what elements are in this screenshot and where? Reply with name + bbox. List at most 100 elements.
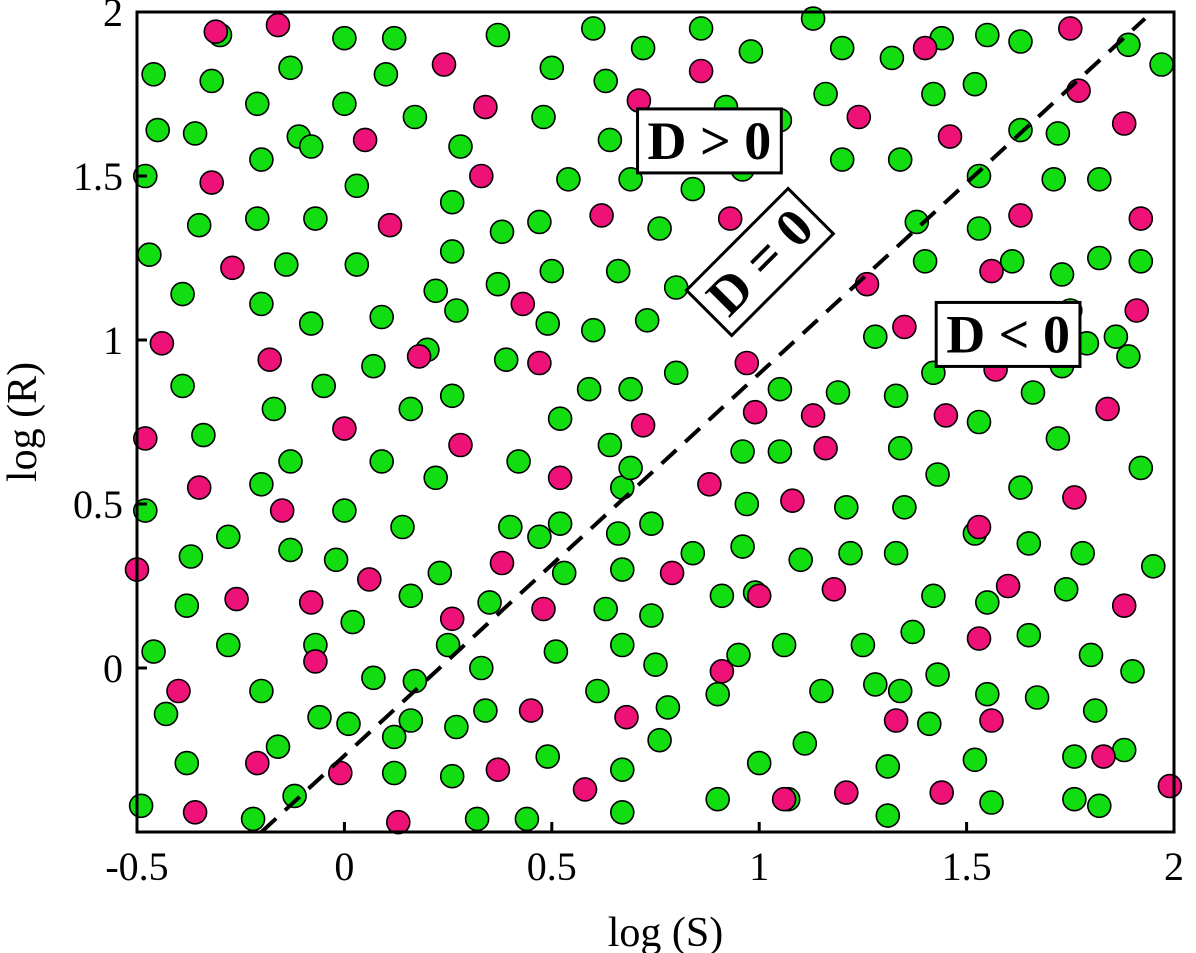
x-tick-label: 0 (334, 844, 354, 889)
green-point (618, 376, 643, 402)
region-annotation-box (636, 107, 783, 175)
green-point (398, 708, 424, 733)
green-point (261, 396, 287, 422)
pink-point (734, 350, 760, 376)
pink-point (883, 708, 909, 733)
green-point (439, 189, 465, 215)
region-annotation: D > 0 (636, 107, 783, 175)
pink-point (697, 471, 722, 497)
green-point (527, 209, 552, 235)
green-point (883, 540, 909, 566)
green-point (647, 727, 672, 753)
green-point (862, 324, 888, 350)
green-point (1062, 744, 1087, 769)
pink-point (439, 606, 465, 632)
pink-point (780, 488, 805, 514)
pink-point (133, 426, 158, 451)
green-point (240, 806, 266, 832)
green-point (1024, 685, 1050, 710)
green-point (444, 714, 469, 740)
pink-point (813, 435, 838, 461)
green-point (1008, 475, 1033, 500)
pink-point (527, 350, 552, 376)
green-point (647, 216, 672, 241)
green-point (605, 258, 631, 284)
green-point (244, 91, 270, 117)
green-point (809, 678, 834, 704)
green-point (439, 763, 465, 789)
green-point (1087, 167, 1112, 192)
green-point (680, 540, 706, 566)
pink-point (518, 698, 544, 723)
green-point (556, 167, 581, 192)
pink-point (431, 52, 457, 77)
green-point (746, 750, 772, 776)
green-point (344, 252, 370, 277)
green-point (825, 380, 851, 405)
green-point (597, 127, 623, 153)
green-point (1111, 737, 1137, 763)
pink-point (1008, 203, 1033, 228)
pink-point (265, 12, 291, 38)
pink-point (356, 567, 382, 592)
green-point (1008, 29, 1033, 54)
green-point (531, 104, 556, 130)
green-point (609, 757, 635, 783)
green-point (1128, 455, 1154, 481)
green-point (186, 212, 212, 238)
pink-point (244, 750, 270, 776)
pink-point (257, 347, 283, 373)
y-tick-label: 0.5 (73, 482, 123, 527)
green-point (730, 534, 755, 559)
green-point (585, 678, 610, 704)
green-point (307, 704, 332, 730)
green-point (925, 462, 950, 487)
pink-point (630, 412, 656, 438)
green-point (332, 498, 357, 523)
pink-point (166, 678, 191, 704)
green-point (216, 632, 241, 658)
green-point (771, 632, 797, 658)
pink-point (531, 596, 556, 622)
green-point (1016, 622, 1042, 648)
green-point (1053, 576, 1079, 602)
pink-point (929, 780, 955, 805)
y-tick-label: 1.5 (73, 154, 123, 199)
green-point (402, 104, 428, 130)
green-point (527, 524, 552, 550)
pink-point (659, 560, 685, 586)
pink-point (1058, 16, 1083, 41)
green-point (303, 206, 328, 231)
green-point (734, 491, 760, 517)
green-point (966, 409, 992, 435)
pink-point (332, 416, 357, 441)
green-point (1103, 324, 1129, 350)
green-point (423, 278, 449, 304)
pink-point (448, 432, 473, 458)
green-point (182, 121, 208, 146)
green-point (730, 439, 755, 464)
pink-point (186, 475, 212, 500)
green-point (265, 734, 291, 760)
green-point (244, 206, 270, 231)
pink-point (589, 203, 614, 228)
pink-point (933, 403, 959, 428)
green-point (398, 583, 424, 609)
green-point (340, 609, 366, 635)
pink-point (937, 124, 963, 149)
green-point (904, 209, 930, 235)
green-point (141, 62, 166, 87)
green-point (609, 632, 635, 658)
green-point (655, 695, 681, 720)
green-point (1016, 531, 1042, 556)
green-point (974, 681, 1000, 707)
pink-point (1111, 593, 1137, 619)
pink-point (269, 498, 295, 523)
green-point (576, 376, 602, 402)
green-point (1087, 245, 1112, 271)
green-point (1049, 262, 1075, 287)
green-point (336, 711, 361, 737)
pink-point (892, 314, 917, 340)
green-point (1116, 32, 1141, 58)
